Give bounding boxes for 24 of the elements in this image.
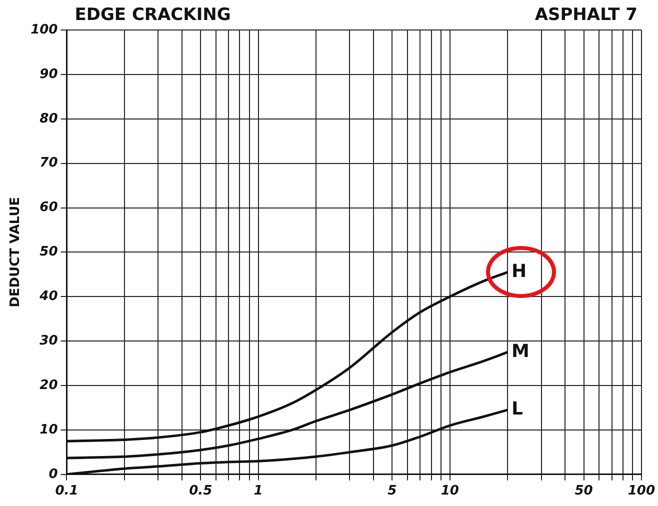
y-tick-label: 0 xyxy=(48,466,58,482)
x-tick-label: 100 xyxy=(628,484,655,499)
y-tick-label: 10 xyxy=(40,422,58,438)
x-tick-label: 1 xyxy=(254,484,263,499)
y-tick-label: 100 xyxy=(30,22,58,38)
x-tick-label: 5 xyxy=(388,484,397,499)
y-tick-label: 60 xyxy=(40,200,58,216)
series-label: M xyxy=(512,340,530,362)
y-tick-label: 30 xyxy=(40,333,58,348)
y-tick-label: 40 xyxy=(38,289,58,304)
y-tick-label: 70 xyxy=(40,156,58,171)
x-tick-label: 0.5 xyxy=(189,484,212,499)
y-tick-label: 90 xyxy=(40,66,58,82)
y-axis-title: DEDUCT VALUE xyxy=(8,196,24,308)
y-tick-label: 50 xyxy=(40,244,58,260)
x-tick-label: 10 xyxy=(440,484,459,499)
series-label: H xyxy=(512,260,527,282)
series-label: L xyxy=(512,398,524,420)
x-tick-label: 0.1 xyxy=(55,484,78,499)
text: ASPHALT 7 xyxy=(534,4,638,25)
chart-title: EDGE CRACKING xyxy=(74,4,231,25)
y-tick-label: 20 xyxy=(40,378,58,393)
x-tick-label: 50 xyxy=(574,484,593,499)
y-tick-label: 80 xyxy=(40,111,58,126)
